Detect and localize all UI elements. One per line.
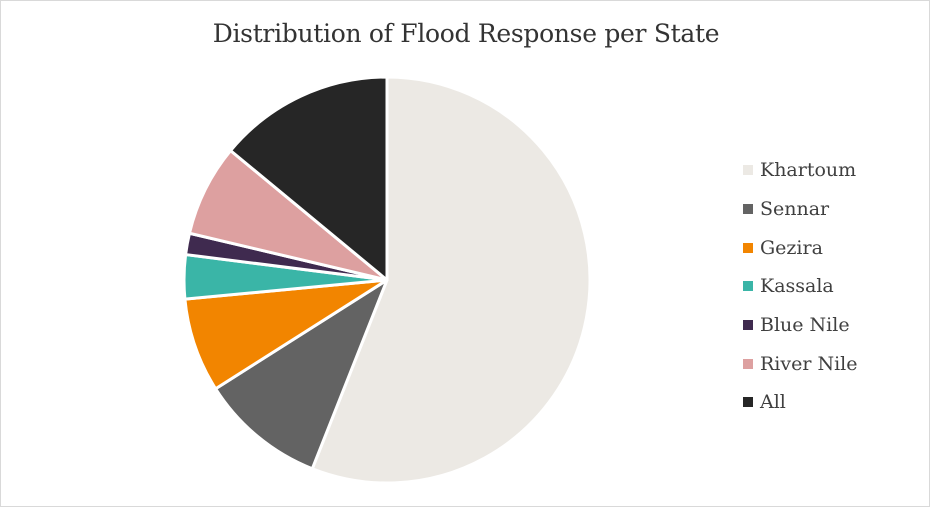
legend-label: River Nile xyxy=(760,352,858,375)
chart-legend: Khartoum Sennar Gezira Kassala Blue Nile Rive… xyxy=(743,151,858,422)
legend-swatch xyxy=(743,242,753,253)
legend-swatch xyxy=(743,165,753,176)
legend-swatch xyxy=(743,281,753,292)
legend-label: Khartoum xyxy=(760,159,857,182)
legend-item: Blue Nile xyxy=(743,306,858,345)
legend-item: River Nile xyxy=(743,344,858,383)
legend-swatch xyxy=(743,320,753,331)
pie-slice-khartoum xyxy=(310,75,592,485)
legend-swatch xyxy=(743,204,753,215)
legend-label: Blue Nile xyxy=(760,314,850,337)
legend-swatch xyxy=(743,358,753,369)
legend-label: Gezira xyxy=(760,236,823,259)
legend-item: Khartoum xyxy=(743,151,858,190)
pie-slice-gezira xyxy=(183,278,389,391)
legend-swatch xyxy=(743,397,753,408)
legend-item: Gezira xyxy=(743,228,858,267)
pie-slice-all xyxy=(229,75,389,282)
legend-label: All xyxy=(760,391,786,414)
legend-item: Sennar xyxy=(743,190,858,229)
chart-title: Distribution of Flood Response per State xyxy=(212,19,720,48)
legend-label: Kassala xyxy=(760,275,834,298)
legend-item: All xyxy=(743,383,858,422)
pie-slice-sennar xyxy=(214,278,389,471)
legend-item: Kassala xyxy=(743,267,858,306)
legend-label: Sennar xyxy=(760,198,830,221)
